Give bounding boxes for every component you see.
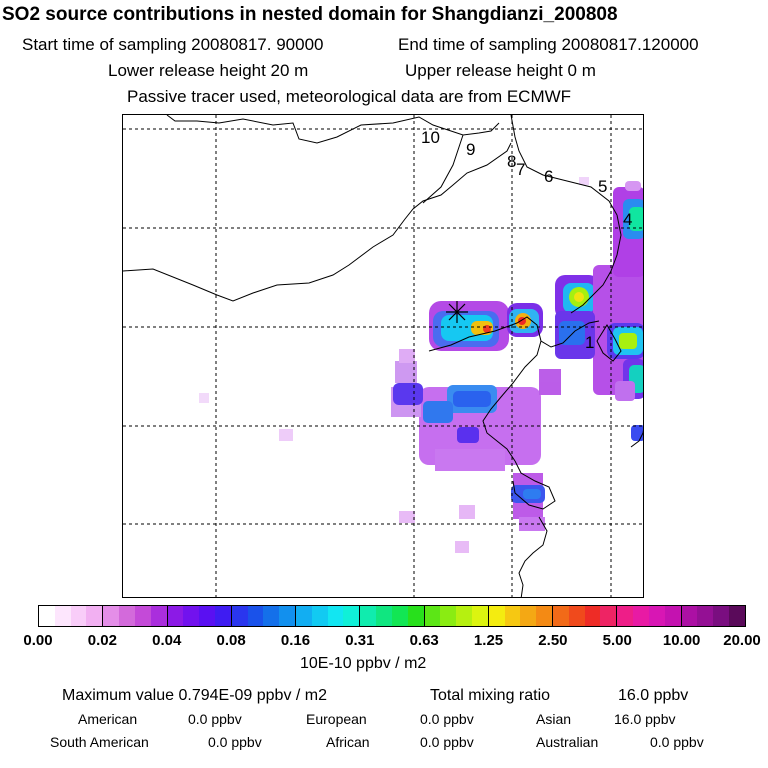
color-scale-segment [440,606,457,626]
total-mixing-ratio-label: Total mixing ratio [430,687,551,704]
color-scale-segment [681,606,698,626]
color-scale-segment [327,606,344,626]
color-scale-segment [311,606,328,626]
plume-central [429,301,543,351]
color-scale-tick-label: 20.00 [723,632,761,649]
color-scale-segment [119,606,135,626]
australian-value: 0.0 ppbv [650,734,704,750]
color-scale-segment [407,606,425,626]
asian-label: Asian [536,711,572,727]
european-value: 0.0 ppbv [420,711,474,727]
color-scale-segment [376,606,392,626]
color-scale-segment [360,606,377,626]
color-scale-segment [488,606,505,626]
track-label-6: 6 [544,167,553,186]
color-scale-segment [728,606,745,626]
plot-title: SO2 source contributions in nested domai… [2,4,618,25]
track-label-4: 4 [623,210,632,229]
european-label: European [306,711,367,727]
color-scale-segment [568,606,585,626]
color-scale-tick-label: 0.16 [280,632,311,649]
color-scale-segment [54,606,71,626]
color-scale-units: 10E-10 ppbv / m2 [300,655,427,672]
track-label-5: 5 [598,177,607,196]
color-scale-tick-label: 1.25 [473,632,504,649]
track-label-8: 8 [507,152,516,171]
color-scale-segment [134,606,151,626]
color-scale-segment [617,606,634,626]
color-scale-bar [38,605,746,627]
color-scale-tick-label: 10.00 [662,632,701,649]
american-label: American [78,711,138,727]
color-scale-segment [536,606,553,626]
color-scale-segment [86,606,104,626]
south-american-value: 0.0 ppbv [208,734,262,750]
color-scale-segment [424,606,441,626]
color-scale-segment [183,606,200,626]
color-scale-segment [167,606,184,626]
plume-southwest [199,349,561,553]
color-scale-segment [103,606,120,626]
color-scale-segment [150,606,168,626]
color-scale-segment [600,606,618,626]
color-scale-tick-label: 5.00 [602,632,632,649]
color-scale-segment [584,606,601,626]
color-scale-segment [214,606,232,626]
track-label-1: 1 [585,333,594,352]
color-scale-tick-label: 0.08 [216,632,246,649]
australian-label: Australian [536,734,599,750]
plume-northeast [555,177,643,441]
color-scale-tick-label: 2.50 [538,632,568,649]
lower-release-height-label: Lower release height 20 m [108,61,309,80]
graticule [123,115,643,597]
asian-value: 16.0 ppbv [614,711,676,727]
color-scale-segment [343,606,361,626]
color-scale-segment [648,606,665,626]
color-scale-segment [553,606,569,626]
color-scale-segment [39,606,55,626]
color-scale-tick-label: 0.63 [409,632,439,649]
concentration-field [199,177,643,553]
color-scale-segment [664,606,682,626]
color-scale-segment [697,606,714,626]
end-time-label: End time of sampling 20080817.120000 [398,35,699,54]
track-label-9: 9 [466,140,475,159]
color-scale-tick-label: 0.00 [23,632,53,649]
color-scale-segment [279,606,296,626]
map-canvas: 10 9 8 7 6 5 4 1 [123,115,643,597]
color-scale-tick-label: 0.02 [87,632,117,649]
american-value: 0.0 ppbv [188,711,242,727]
color-scale-segment [391,606,408,626]
color-scale-segment [520,606,537,626]
color-scale-segment [199,606,215,626]
color-scale-segment [456,606,472,626]
color-scale-segment [504,606,521,626]
color-scale-tick-label: 0.04 [152,632,182,649]
maximum-value-label: Maximum value 0.794E-09 ppbv / m2 [62,687,328,704]
south-american-label: South American [50,734,149,750]
start-time-label: Start time of sampling 20080817. 90000 [22,35,324,54]
map-panel: 10 9 8 7 6 5 4 1 [122,114,644,598]
color-scale-segment [471,606,489,626]
color-scale-tick-label: 0.31 [345,632,375,649]
color-scale-segment [296,606,312,626]
receptor-site-marker [446,301,468,323]
tracer-info-label: Passive tracer used, meteorological data… [127,87,572,106]
color-scale-segment [713,606,729,626]
color-scale-segment [231,606,248,626]
plume-southwest-core [393,383,545,503]
color-scale-segment [70,606,87,626]
track-label-10: 10 [421,128,440,147]
color-scale-segment [263,606,280,626]
coastline [123,115,643,597]
total-mixing-ratio-value: 16.0 ppbv [618,687,689,704]
upper-release-height-label: Upper release height 0 m [405,61,596,80]
color-scale-segment [247,606,264,626]
african-value: 0.0 ppbv [420,734,474,750]
african-label: African [326,734,370,750]
track-label-7: 7 [516,160,525,179]
color-scale-segment [633,606,649,626]
